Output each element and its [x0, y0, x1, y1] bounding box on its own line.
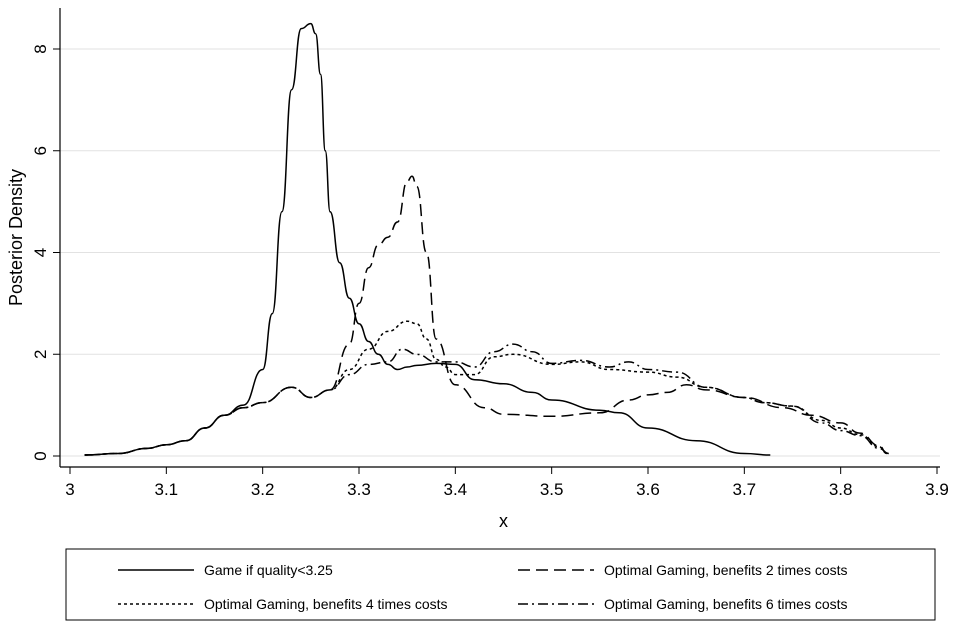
x-tick-label: 3.3: [347, 480, 371, 499]
legend-label-3: Optimal Gaming, benefits 4 times costs: [204, 596, 448, 612]
y-tick-label: 2: [31, 350, 50, 359]
legend: Game if quality<3.25 Optimal Gaming, bene…: [65, 548, 936, 621]
x-tick-label: 3.7: [733, 480, 757, 499]
axes: [53, 8, 940, 474]
gridlines: [60, 48, 940, 457]
x-tick-label: 3.9: [925, 480, 949, 499]
legend-label-2: Optimal Gaming, benefits 2 times costs: [604, 562, 848, 578]
x-axis-title: x: [499, 511, 508, 531]
series-line-4: [84, 343, 889, 456]
series-line-1: [84, 22, 771, 456]
legend-label-1: Game if quality<3.25: [204, 562, 333, 578]
x-tick-label: 3: [65, 480, 74, 499]
legend-label-4: Optimal Gaming, benefits 6 times costs: [604, 596, 848, 612]
y-tick-label: 8: [31, 44, 50, 53]
legend-box: [65, 548, 936, 621]
y-tick-label: 0: [31, 451, 50, 460]
y-tick-label: 6: [31, 146, 50, 155]
x-tick-label: 3.4: [444, 480, 468, 499]
series-lines: [84, 22, 889, 456]
tick-labels: 3 3.1 3.2 3.3 3.4 3.5 3.6 3.7 3.8 3.9 0 2 4 6 8: [31, 44, 949, 499]
y-axis-title: Posterior Density: [6, 169, 26, 306]
x-tick-label: 3.6: [636, 480, 660, 499]
x-tick-label: 3.1: [155, 480, 179, 499]
x-tick-label: 3.8: [829, 480, 853, 499]
x-tick-label: 3.2: [251, 480, 275, 499]
y-tick-label: 4: [31, 248, 50, 257]
x-tick-label: 3.5: [540, 480, 564, 499]
